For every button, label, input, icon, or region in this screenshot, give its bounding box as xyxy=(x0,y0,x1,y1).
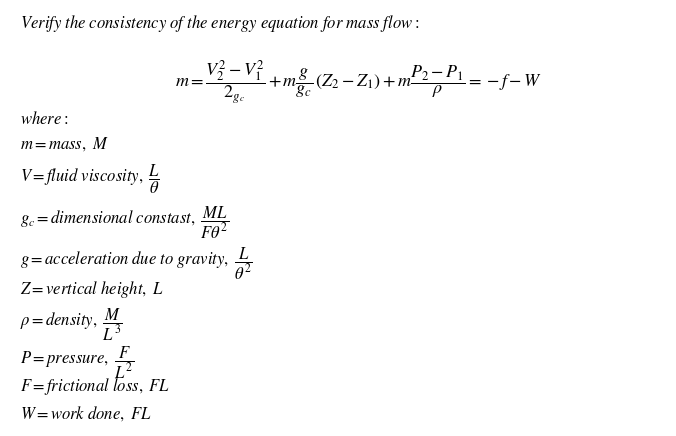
Text: $\it{V} = \it{fluid\ viscosity},\ \dfrac{\it{L}}{\theta}$: $\it{V} = \it{fluid\ viscosity},\ \dfrac… xyxy=(20,163,160,196)
Text: $\it{Verify\ the\ consistency\ of\ the\ energy\ equation\ for\ mass\ flow:}$: $\it{Verify\ the\ consistency\ of\ the\ … xyxy=(20,13,420,34)
Text: $\it{W} = \it{work\ done},\ \it{FL}$: $\it{W} = \it{work\ done},\ \it{FL}$ xyxy=(20,405,152,423)
Text: $\it{where:}$: $\it{where:}$ xyxy=(20,111,68,128)
Text: $\it{P} = \it{pressure},\ \dfrac{\it{F}}{\it{L}^2}$: $\it{P} = \it{pressure},\ \dfrac{\it{F}}… xyxy=(20,345,135,382)
Text: $\it{g} = \it{acceleration\ due\ to\ gravity},\ \dfrac{\it{L}}{\theta^2}$: $\it{g} = \it{acceleration\ due\ to\ gra… xyxy=(20,246,253,283)
Text: $\it{\rho} = \it{density},\ \dfrac{\it{M}}{\it{L}^3}$: $\it{\rho} = \it{density},\ \dfrac{\it{M… xyxy=(20,307,123,344)
Text: $m = \dfrac{V_2^2 - V_1^2}{2_{g_c}} + m\dfrac{g}{g_c}\,(Z_2 - Z_1) + m\dfrac{P_2: $m = \dfrac{V_2^2 - V_1^2}{2_{g_c}} + m\… xyxy=(175,59,541,107)
Text: $\it{Z} = \it{vertical\ height},\ \it{L}$: $\it{Z} = \it{vertical\ height},\ \it{L}… xyxy=(20,279,164,300)
Text: $\it{m} = \it{mass},\ \it{M}$: $\it{m} = \it{mass},\ \it{M}$ xyxy=(20,135,109,153)
Text: $\it{g_c} = \it{dimensional\ constast},\ \dfrac{\it{ML}}{\it{F}\theta^2}$: $\it{g_c} = \it{dimensional\ constast},\… xyxy=(20,205,230,241)
Text: $\it{F} = \it{frictional\ loss},\ \it{FL}$: $\it{F} = \it{frictional\ loss},\ \it{FL… xyxy=(20,376,170,397)
